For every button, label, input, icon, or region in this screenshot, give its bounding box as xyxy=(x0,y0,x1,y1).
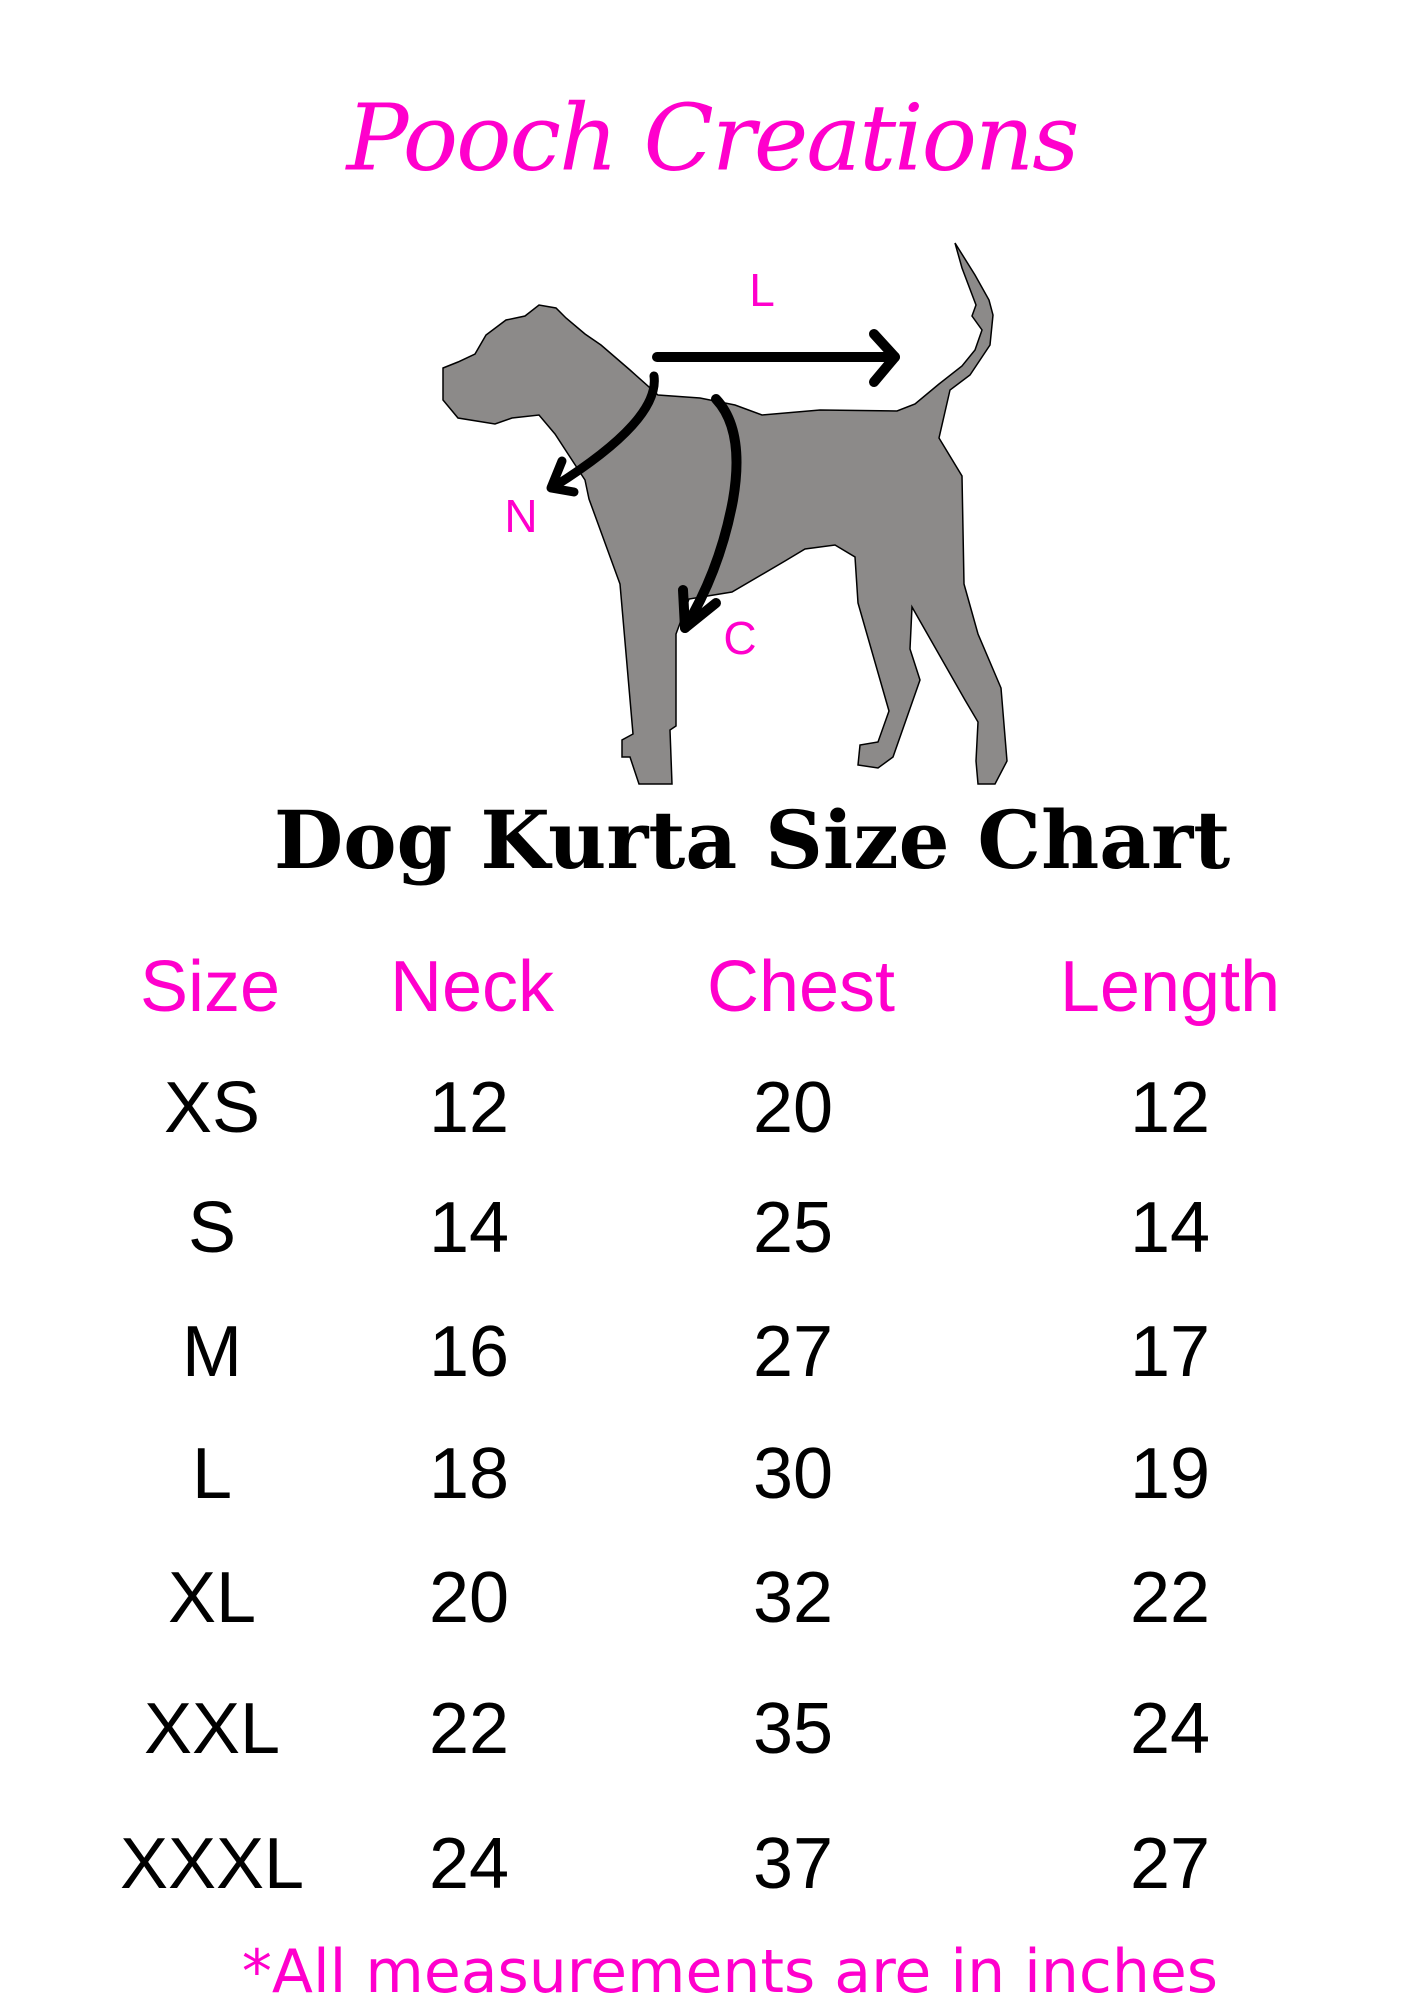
cell-neck: 22 xyxy=(428,1689,510,1769)
header-neck: Neck xyxy=(389,947,555,1027)
page-title: Dog Kurta Size Chart xyxy=(273,793,1231,887)
length-arrow xyxy=(652,329,900,387)
cell-neck: 14 xyxy=(428,1188,510,1268)
measurement-note: *All measurements are in inches xyxy=(241,1937,1219,2007)
cell-chest: 25 xyxy=(752,1188,834,1268)
dog-silhouette xyxy=(442,242,1008,785)
cell-length: 12 xyxy=(1129,1068,1211,1148)
cell-chest: 35 xyxy=(752,1689,834,1769)
cell-neck: 24 xyxy=(428,1824,510,1904)
cell-neck: 18 xyxy=(428,1434,510,1514)
cell-size: XXXL xyxy=(119,1824,305,1904)
cell-length: 24 xyxy=(1129,1689,1211,1769)
cell-size: S xyxy=(187,1188,237,1268)
header-length: Length xyxy=(1059,947,1281,1027)
dog-measurement-diagram xyxy=(442,242,1008,785)
cell-size: XL xyxy=(167,1558,257,1638)
cell-chest: 37 xyxy=(752,1824,834,1904)
cell-chest: 32 xyxy=(752,1558,834,1638)
chest-label: C xyxy=(723,612,757,664)
cell-length: 22 xyxy=(1129,1558,1211,1638)
cell-size: XXL xyxy=(143,1689,281,1769)
cell-size: M xyxy=(182,1312,242,1392)
cell-neck: 16 xyxy=(428,1312,510,1392)
length-label: L xyxy=(749,264,775,316)
header-size: Size xyxy=(139,947,281,1027)
cell-length: 17 xyxy=(1129,1312,1211,1392)
cell-neck: 12 xyxy=(428,1068,510,1148)
neck-arrow xyxy=(546,371,659,497)
brand-logo: Pooch Creations xyxy=(346,84,1080,192)
header-chest: Chest xyxy=(706,947,896,1027)
cell-chest: 30 xyxy=(752,1434,834,1514)
neck-label: N xyxy=(504,490,538,542)
cell-length: 27 xyxy=(1129,1824,1211,1904)
cell-neck: 20 xyxy=(428,1558,510,1638)
cell-length: 14 xyxy=(1129,1188,1211,1268)
cell-chest: 20 xyxy=(752,1068,834,1148)
cell-chest: 27 xyxy=(752,1312,834,1392)
cell-size: L xyxy=(191,1434,233,1514)
cell-length: 19 xyxy=(1129,1434,1211,1514)
cell-size: XS xyxy=(163,1068,261,1148)
chest-arrow xyxy=(678,394,742,633)
